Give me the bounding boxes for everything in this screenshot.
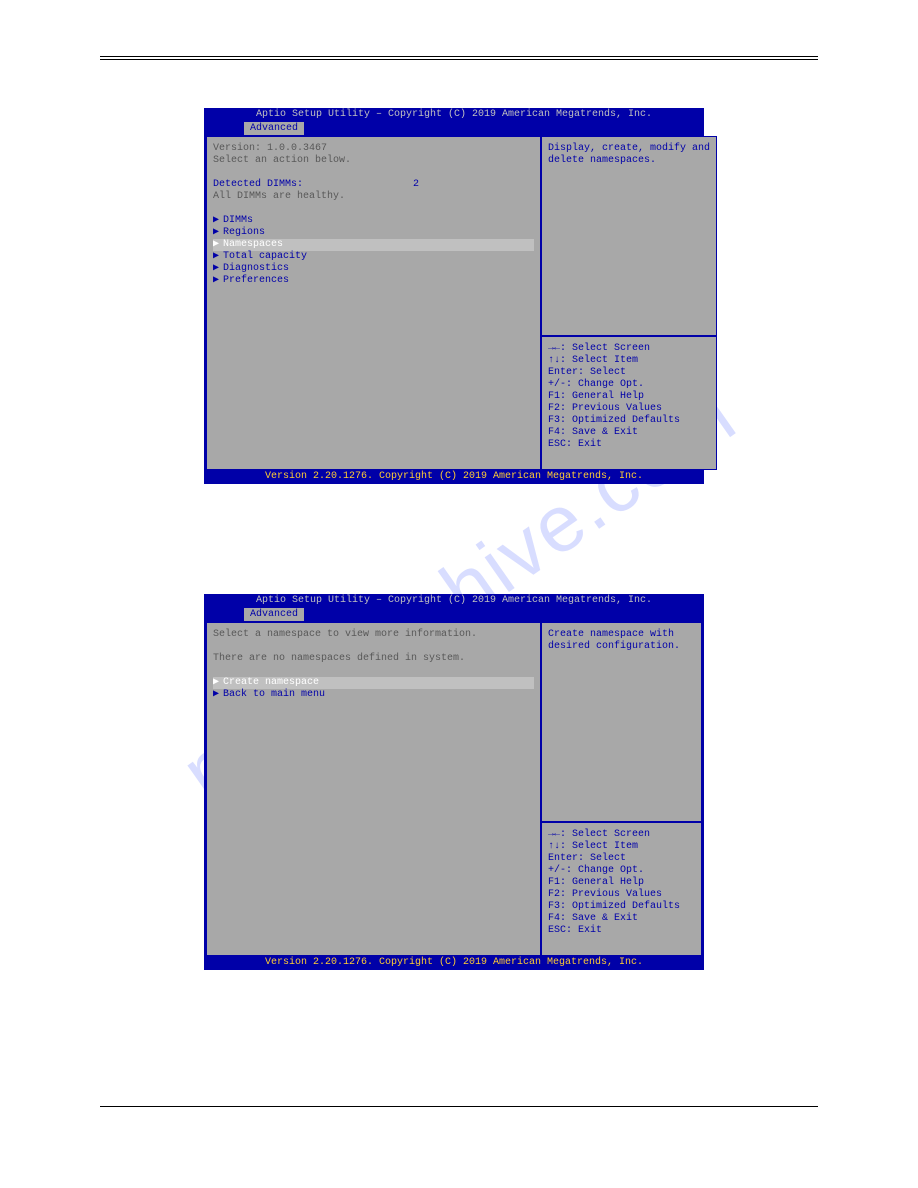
key-hint: ESC: Exit — [548, 925, 695, 937]
menu-label: Total capacity — [223, 251, 307, 262]
menu-item-regions[interactable]: ▶Regions — [213, 227, 534, 239]
no-namespaces-line: There are no namespaces defined in syste… — [213, 653, 534, 665]
menu-label: Namespaces — [223, 239, 283, 250]
key-hint: F2: Previous Values — [548, 403, 710, 415]
bios-window-1: Aptio Setup Utility – Copyright (C) 2019… — [204, 108, 704, 483]
detected-dimms-label: Detected DIMMs: — [213, 179, 413, 191]
menu-item-total-capacity[interactable]: ▶Total capacity — [213, 251, 534, 263]
menu-label: Diagnostics — [223, 263, 289, 274]
help-text: Create namespace with desired configurat… — [548, 629, 695, 653]
key-hint: Enter: Select — [548, 367, 710, 379]
bios-footer: Version 2.20.1276. Copyright (C) 2019 Am… — [204, 956, 704, 970]
key-hint: →←: Select Screen — [548, 343, 710, 355]
bios-title: Aptio Setup Utility – Copyright (C) 2019… — [204, 594, 704, 608]
version-line: Version: 1.0.0.3467 — [213, 143, 534, 155]
menu-item-preferences[interactable]: ▶Preferences — [213, 275, 534, 287]
chevron-right-icon: ▶ — [213, 263, 223, 275]
chevron-right-icon: ▶ — [213, 239, 223, 251]
key-hint: F3: Optimized Defaults — [548, 901, 695, 913]
key-hint: F3: Optimized Defaults — [548, 415, 710, 427]
menu-label: Back to main menu — [223, 689, 325, 700]
namespace-select-line: Select a namespace to view more informat… — [213, 629, 534, 641]
menu-label: Regions — [223, 227, 265, 238]
menu-item-create-namespace[interactable]: ▶Create namespace — [213, 677, 534, 689]
menu-label: Create namespace — [223, 677, 319, 688]
help-panel: Create namespace with desired configurat… — [541, 622, 702, 822]
menu-item-back-main[interactable]: ▶Back to main menu — [213, 689, 534, 701]
keys-panel: →←: Select Screen ↑↓: Select Item Enter:… — [541, 822, 702, 956]
tab-row: Advanced — [204, 608, 704, 622]
help-panel: Display, create, modify and delete names… — [541, 136, 717, 336]
chevron-right-icon: ▶ — [213, 251, 223, 263]
bios-window-2: Aptio Setup Utility – Copyright (C) 2019… — [204, 594, 704, 969]
bios-title: Aptio Setup Utility – Copyright (C) 2019… — [204, 108, 704, 122]
tab-advanced[interactable]: Advanced — [244, 122, 304, 135]
dimm-health-line: All DIMMs are healthy. — [213, 191, 534, 203]
menu-label: DIMMs — [223, 215, 253, 226]
help-text: Display, create, modify and delete names… — [548, 143, 710, 167]
select-action-line: Select an action below. — [213, 155, 534, 167]
key-hint: Enter: Select — [548, 853, 695, 865]
key-hint: F4: Save & Exit — [548, 913, 695, 925]
detected-dimms-value: 2 — [413, 179, 419, 191]
tab-advanced[interactable]: Advanced — [244, 608, 304, 621]
keys-panel: →←: Select Screen ↑↓: Select Item Enter:… — [541, 336, 717, 470]
chevron-right-icon: ▶ — [213, 227, 223, 239]
chevron-right-icon: ▶ — [213, 215, 223, 227]
menu-label: Preferences — [223, 275, 289, 286]
chevron-right-icon: ▶ — [213, 275, 223, 287]
chevron-right-icon: ▶ — [213, 689, 223, 701]
key-hint: →←: Select Screen — [548, 829, 695, 841]
main-panel: Version: 1.0.0.3467 Select an action bel… — [206, 136, 541, 470]
tab-row: Advanced — [204, 122, 704, 136]
key-hint: ↑↓: Select Item — [548, 355, 710, 367]
key-hint: F4: Save & Exit — [548, 427, 710, 439]
key-hint: +/-: Change Opt. — [548, 379, 710, 391]
key-hint: ↑↓: Select Item — [548, 841, 695, 853]
menu-item-namespaces[interactable]: ▶Namespaces — [213, 239, 534, 251]
key-hint: ESC: Exit — [548, 439, 710, 451]
main-panel: Select a namespace to view more informat… — [206, 622, 541, 956]
menu-item-dimms[interactable]: ▶DIMMs — [213, 215, 534, 227]
menu-item-diagnostics[interactable]: ▶Diagnostics — [213, 263, 534, 275]
key-hint: F1: General Help — [548, 391, 710, 403]
page-top-rule — [100, 56, 818, 60]
key-hint: F1: General Help — [548, 877, 695, 889]
page-bottom-rule — [100, 1106, 818, 1107]
key-hint: F2: Previous Values — [548, 889, 695, 901]
key-hint: +/-: Change Opt. — [548, 865, 695, 877]
chevron-right-icon: ▶ — [213, 677, 223, 689]
bios-footer: Version 2.20.1276. Copyright (C) 2019 Am… — [204, 470, 704, 484]
